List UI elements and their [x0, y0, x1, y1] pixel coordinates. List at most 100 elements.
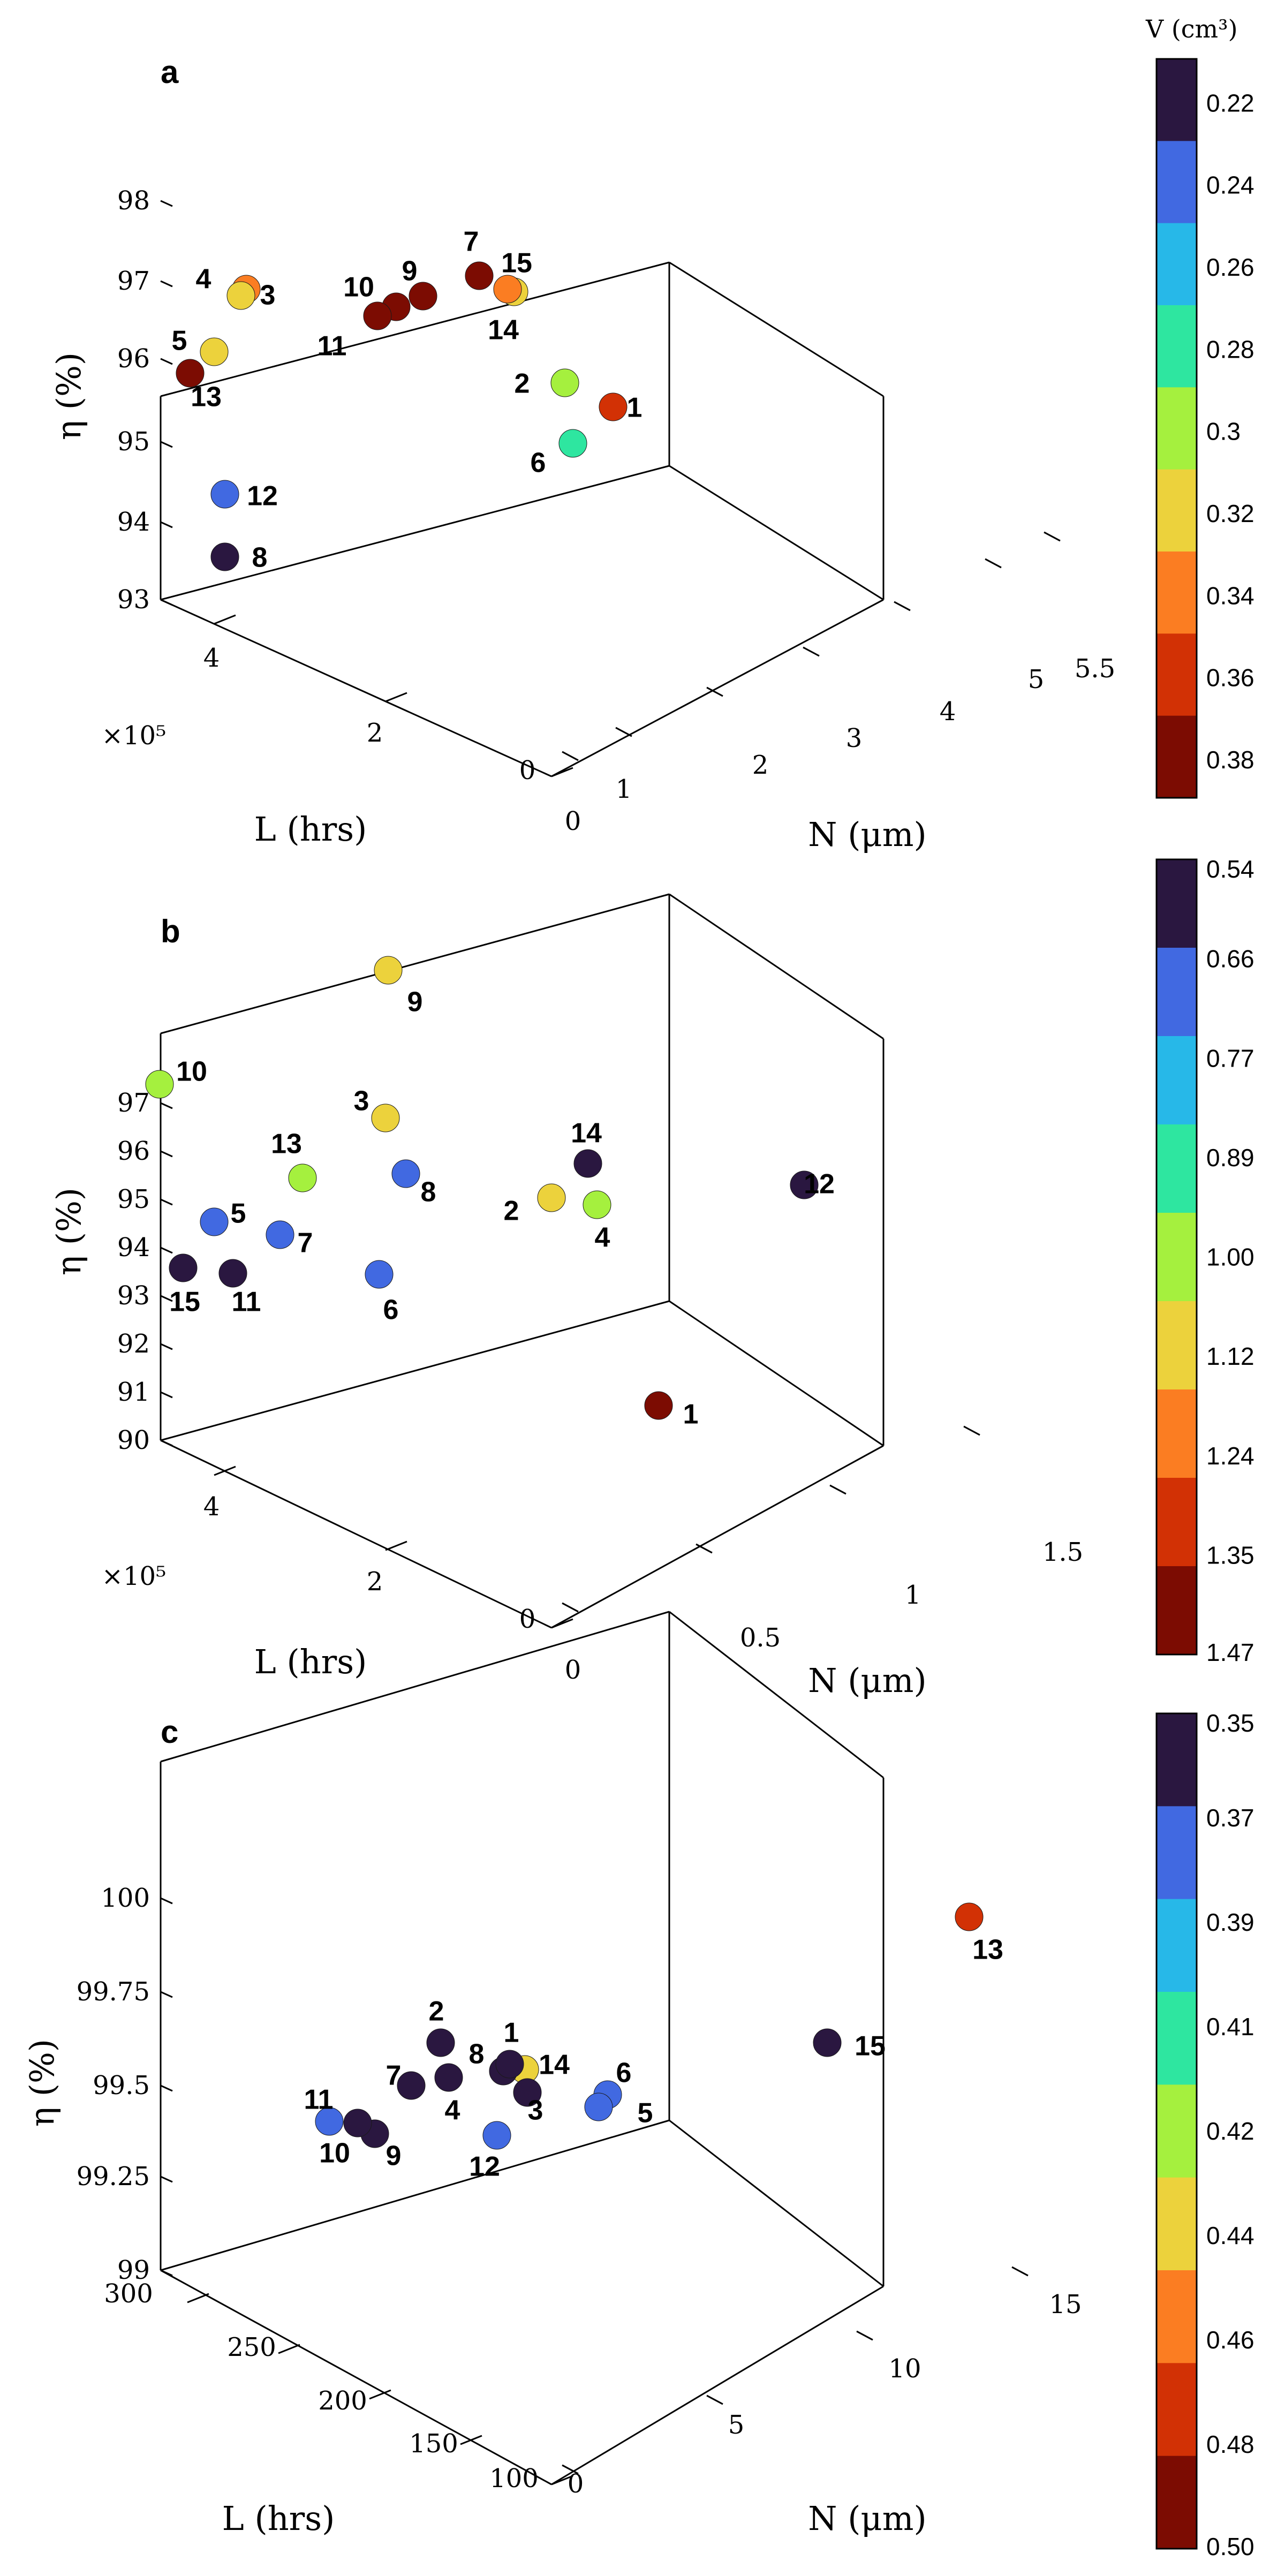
z-tick-label: 94 [117, 1233, 150, 1263]
z-tick-label: 96 [117, 344, 150, 374]
data-point-label: 9 [407, 987, 423, 1018]
data-point [465, 261, 494, 290]
y-tick [551, 2475, 573, 2486]
data-point-label: 15 [501, 248, 532, 279]
y-tick [385, 1540, 407, 1551]
x-tick-label: 5 [1028, 664, 1045, 694]
data-point [482, 2121, 511, 2150]
data-point-label: 13 [972, 1935, 1003, 1966]
data-point [813, 2028, 842, 2057]
x-tick-label: 4 [940, 697, 956, 727]
x-tick-label: 1.5 [1042, 1537, 1083, 1567]
data-point [790, 1170, 819, 1199]
x-tick-label: 1 [905, 1580, 921, 1610]
colorbar-tick-label: 0.77 [1206, 1044, 1254, 1072]
data-point [200, 1207, 229, 1236]
z-axis-label: η (%) [22, 2039, 62, 2127]
data-point [200, 337, 229, 366]
colorbar-tick-label: 0.28 [1206, 335, 1254, 363]
y-tick-label: 2 [367, 1567, 383, 1597]
data-point-label: 6 [531, 448, 546, 479]
data-point-label: 7 [464, 226, 479, 258]
z-tick-label: 95 [117, 427, 150, 457]
colorbar-segment [1156, 1389, 1197, 1478]
colorbar-segment [1156, 2456, 1197, 2549]
panel-label-a: a [161, 54, 179, 90]
x-tick [985, 558, 1002, 569]
box-edge [160, 2269, 552, 2486]
data-point-label: 11 [304, 2084, 334, 2116]
data-point [365, 1260, 394, 1289]
data-point [210, 542, 239, 571]
data-point [583, 1190, 611, 1219]
data-point-label: 1 [504, 2018, 519, 2049]
x-tick [803, 646, 820, 657]
y-tick-label: 250 [227, 2332, 276, 2362]
y-tick-label: 200 [318, 2386, 367, 2416]
z-tick [160, 2175, 173, 2183]
colorbar-tick-label: 0.41 [1206, 2013, 1254, 2041]
data-point-label: 11 [232, 1287, 261, 1318]
colorbar-tick-label: 1.35 [1206, 1541, 1254, 1569]
z-tick-label: 100 [101, 1883, 150, 1913]
x-tick-label: 1 [616, 774, 632, 804]
colorbar-tick-label: 0.38 [1206, 746, 1254, 774]
z-tick-label: 99.25 [77, 2162, 150, 2192]
colorbar-tick-label: 0.24 [1206, 171, 1254, 199]
data-point-label: 8 [469, 2039, 485, 2070]
data-point-label: 15 [855, 2031, 886, 2062]
data-point-label: 4 [445, 2095, 460, 2126]
colorbar-tick-label: 0.89 [1206, 1144, 1254, 1172]
x-tick-label: 5 [728, 2410, 745, 2440]
x-axis-label: N (μm) [808, 1661, 926, 1700]
colorbar-segment [1156, 2177, 1197, 2271]
data-point [550, 368, 579, 397]
data-point [599, 392, 628, 421]
data-point-label: 8 [421, 1177, 436, 1208]
data-point [558, 429, 587, 458]
colorbar-frame [1155, 58, 1198, 799]
data-point-label: 6 [383, 1295, 399, 1326]
colorbar-tick-label: 0.48 [1206, 2430, 1254, 2458]
colorbar-segment [1156, 223, 1197, 306]
colorbar-segment [1156, 1806, 1197, 1900]
z-tick [160, 280, 173, 288]
data-point [226, 281, 255, 310]
box-edge [669, 893, 884, 1040]
data-point-label: 12 [469, 2151, 500, 2182]
data-point-label: 2 [504, 1196, 519, 1227]
x-tick [615, 727, 632, 737]
y-exponent: ×10⁵ [102, 1561, 167, 1591]
colorbar-tick-label: 0.37 [1206, 1804, 1254, 1832]
y-axis-label: L (hrs) [254, 1642, 367, 1681]
data-point [584, 2092, 613, 2121]
data-point [513, 2078, 542, 2107]
colorbar-tick-label: 0.66 [1206, 945, 1254, 973]
colorbar-segment [1156, 1036, 1197, 1125]
box-edge [551, 1445, 884, 1629]
z-tick [160, 358, 173, 365]
data-point-label: 11 [318, 331, 347, 362]
data-point-label: 3 [354, 1086, 369, 1117]
z-tick-label: 99.75 [77, 1977, 150, 2007]
data-point-label: 5 [172, 326, 187, 357]
colorbar-tick-label: 0.54 [1206, 855, 1254, 883]
x-tick [856, 2330, 873, 2341]
x-tick-label: 5.5 [1075, 654, 1115, 684]
colorbar-segment [1156, 1213, 1197, 1302]
box-edge [160, 1611, 670, 1763]
colorbar-segment [1156, 2270, 1197, 2363]
colorbar-segment [1156, 1899, 1197, 1992]
y-tick-label: 150 [409, 2429, 458, 2459]
y-tick-label: 2 [367, 718, 383, 748]
data-point [176, 359, 205, 388]
x-tick [1044, 531, 1061, 542]
x-tick-label: 0.5 [740, 1623, 781, 1653]
x-tick-label: 0 [565, 1655, 581, 1685]
data-point-label: 3 [528, 2095, 543, 2126]
box-edge [160, 893, 670, 1034]
y-tick [460, 2435, 482, 2445]
data-point [573, 1149, 602, 1178]
colorbar-tick-label: 1.24 [1206, 1442, 1254, 1470]
